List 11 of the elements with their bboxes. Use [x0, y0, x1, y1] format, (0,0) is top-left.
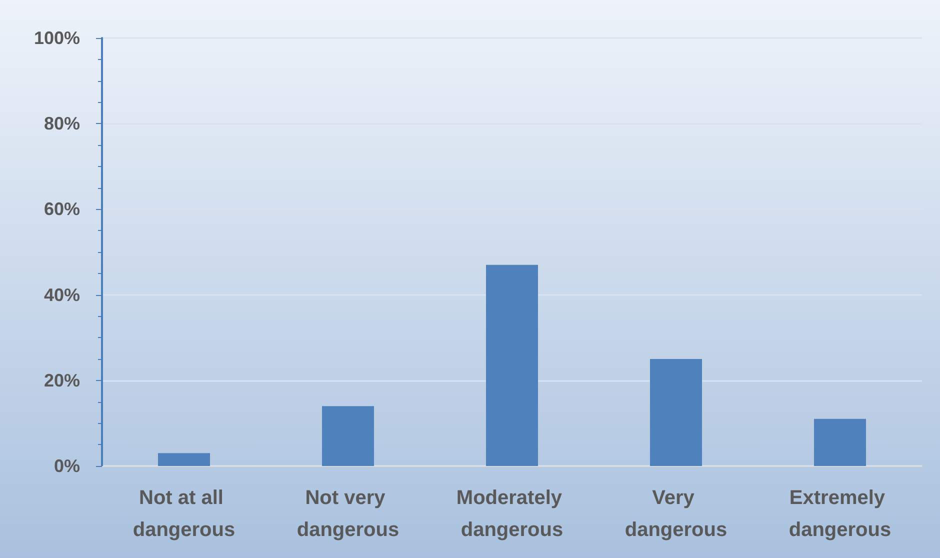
y-tick-label: 80% — [44, 114, 80, 134]
y-tick-label: 40% — [44, 284, 80, 305]
x-tick-label: Moderately dangerous — [456, 487, 568, 541]
y-tick-label: 0% — [54, 456, 80, 476]
x-tick-label: Very dangerous — [624, 487, 728, 541]
x-tick-label: Not at all dangerous — [132, 487, 236, 541]
x-tick-label: Not very dangerous — [296, 487, 400, 541]
x-tick-label: Extremely dangerous — [788, 487, 892, 541]
y-tick-label: 60% — [44, 199, 80, 220]
y-tick-label: 20% — [44, 370, 80, 390]
y-tick-label: 100% — [34, 28, 80, 48]
